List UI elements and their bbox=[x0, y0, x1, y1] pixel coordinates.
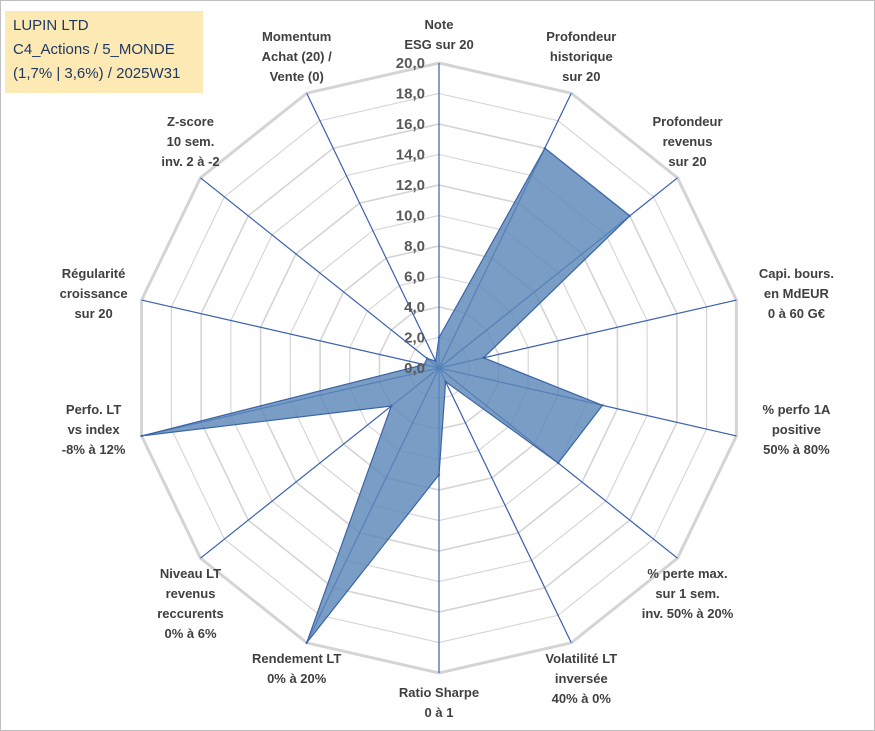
axis-label-line: en MdEUR bbox=[764, 286, 830, 301]
axis-label-line: Momentum bbox=[262, 29, 331, 44]
axis-label-line: positive bbox=[772, 422, 821, 437]
tick-label-7: 14,0 bbox=[396, 147, 425, 164]
axis-label-line: % perte max. bbox=[647, 566, 727, 581]
tick-label-10: 20,0 bbox=[396, 55, 425, 72]
axis-label-line: ESG sur 20 bbox=[404, 37, 473, 52]
data-point-6 bbox=[557, 461, 560, 465]
axis-label-line: 0 à 1 bbox=[425, 705, 454, 720]
axis-label-line: 0% à 6% bbox=[164, 626, 216, 641]
axis-spoke-4 bbox=[438, 299, 737, 369]
axis-label-3: Profondeur revenus sur 20 bbox=[652, 114, 722, 169]
data-point-7 bbox=[444, 380, 447, 383]
tick-label-2: 4,0 bbox=[404, 299, 425, 316]
axis-label-line: sur 1 sem. bbox=[655, 586, 719, 601]
data-point-1 bbox=[437, 336, 441, 339]
axis-label-4: Capi. bours. en MdEUR 0 à 60 G€ bbox=[759, 266, 834, 321]
axis-label-line: revenus bbox=[663, 134, 713, 149]
axis-label-line: 0 à 60 G€ bbox=[768, 306, 825, 321]
axis-label-14: Momentum Achat (20) / Vente (0) bbox=[262, 29, 332, 84]
axis-label-12: Régularité croissance sur 20 bbox=[60, 266, 128, 321]
axis-label-line: sur 20 bbox=[668, 154, 706, 169]
axis-label-line: Ratio Sharpe bbox=[399, 685, 479, 700]
axis-label-10: Niveau LT revenus reccurents 0% à 6% bbox=[157, 566, 223, 641]
data-point-14 bbox=[434, 359, 437, 363]
series-layer bbox=[140, 147, 631, 644]
tick-label-0: 0,0 bbox=[404, 360, 425, 377]
axis-label-line: Régularité bbox=[62, 266, 126, 281]
axis-label-line: historique bbox=[550, 49, 613, 64]
axis-label-11: Perfo. LT vs index -8% à 12% bbox=[62, 402, 126, 457]
axis-label-line: 50% à 80% bbox=[763, 442, 830, 457]
axis-label-8: Ratio Sharpe 0 à 1 bbox=[399, 685, 479, 720]
axis-label-line: inv. 2 à -2 bbox=[161, 154, 219, 169]
axis-label-line: Niveau LT bbox=[160, 566, 221, 581]
data-point-12 bbox=[422, 363, 426, 366]
axis-label-line: croissance bbox=[60, 286, 128, 301]
axis-label-13: Z-score 10 sem. inv. 2 à -2 bbox=[161, 114, 219, 169]
axis-label-line: Rendement LT bbox=[252, 651, 341, 666]
axis-spoke-13 bbox=[200, 177, 440, 369]
axis-label-line: 10 sem. bbox=[167, 134, 215, 149]
axis-label-line: 0% à 20% bbox=[267, 671, 327, 686]
axis-label-line: Volatilité LT bbox=[545, 651, 617, 666]
axis-label-line: Achat (20) / bbox=[262, 49, 332, 64]
data-point-13 bbox=[425, 357, 429, 360]
axis-label-2: Profondeur historique sur 20 bbox=[546, 29, 616, 84]
data-point-10 bbox=[390, 404, 393, 408]
data-point-5 bbox=[601, 404, 604, 407]
tick-label-6: 12,0 bbox=[396, 177, 425, 194]
axis-label-line: Profondeur bbox=[546, 29, 616, 44]
info-box: LUPIN LTD C4_Actions / 5_MONDE (1,7% | 3… bbox=[5, 11, 203, 93]
axis-label-1: Note ESG sur 20 bbox=[404, 17, 473, 52]
axis-label-line: Z-score bbox=[167, 114, 214, 129]
tick-layer: 0,0 2,0 4,0 6,0 8,0 10,0 12,0 14,0 16,0 18,0 20,0 bbox=[396, 55, 425, 377]
axis-spoke-7 bbox=[438, 367, 572, 644]
axis-label-line: Capi. bours. bbox=[759, 266, 834, 281]
tick-label-3: 6,0 bbox=[404, 269, 425, 286]
company-name: LUPIN LTD bbox=[13, 17, 89, 34]
tick-label-4: 8,0 bbox=[404, 238, 425, 255]
axis-label-7: Volatilité LT inversée 40% à 0% bbox=[545, 651, 617, 706]
tick-label-8: 16,0 bbox=[396, 116, 425, 133]
axis-label-line: % perfo 1A bbox=[762, 402, 831, 417]
axis-label-6: % perte max. sur 1 sem. inv. 50% à 20% bbox=[642, 566, 734, 621]
tick-label-9: 18,0 bbox=[396, 86, 425, 103]
tick-label-5: 10,0 bbox=[396, 208, 425, 225]
axis-label-5: % perfo 1A positive 50% à 80% bbox=[762, 402, 831, 457]
data-point-3 bbox=[628, 214, 631, 218]
data-point-2 bbox=[543, 147, 547, 150]
axis-label-line: inversée bbox=[555, 671, 608, 686]
axis-label-line: Note bbox=[425, 17, 454, 32]
data-point-8 bbox=[437, 473, 441, 476]
axis-label-line: 40% à 0% bbox=[552, 691, 612, 706]
axis-label-line: inv. 50% à 20% bbox=[642, 606, 734, 621]
data-point-9 bbox=[305, 641, 308, 644]
category-line: C4_Actions / 5_MONDE bbox=[13, 41, 175, 58]
axis-label-line: revenus bbox=[166, 586, 216, 601]
label-layer: Note ESG sur 20 Profondeur historique sur 20… bbox=[60, 17, 834, 720]
data-point-11 bbox=[140, 434, 143, 438]
axis-label-line: reccurents bbox=[157, 606, 223, 621]
axis-label-line: Vente (0) bbox=[270, 69, 324, 84]
tick-label-1: 2,0 bbox=[404, 330, 425, 347]
axis-label-line: Profondeur bbox=[652, 114, 722, 129]
axis-label-line: sur 20 bbox=[74, 306, 112, 321]
axis-label-line: Perfo. LT bbox=[66, 402, 121, 417]
axis-spoke-12 bbox=[141, 299, 440, 369]
axis-label-line: -8% à 12% bbox=[62, 442, 126, 457]
axis-label-9: Rendement LT 0% à 20% bbox=[252, 651, 341, 686]
data-point-4 bbox=[482, 356, 485, 359]
axis-label-line: sur 20 bbox=[562, 69, 600, 84]
period-line: (1,7% | 3,6%) / 2025W31 bbox=[13, 65, 181, 82]
axis-label-line: vs index bbox=[68, 422, 121, 437]
axis-spoke-14 bbox=[306, 92, 440, 369]
